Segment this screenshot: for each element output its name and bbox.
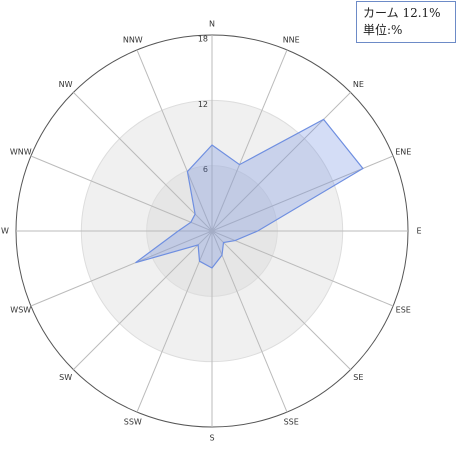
spoke	[211, 230, 394, 307]
spoke	[211, 230, 351, 370]
direction-label: ENE	[395, 147, 411, 156]
direction-label: N	[209, 20, 215, 29]
r-tick-label: 18	[198, 35, 208, 44]
direction-label: SSW	[124, 418, 142, 427]
direction-label: NE	[353, 80, 364, 89]
direction-label: ESE	[396, 306, 411, 315]
calm-label: カーム 12.1%	[363, 6, 441, 20]
spoke	[30, 155, 213, 232]
spoke	[73, 92, 213, 232]
spoke	[136, 49, 213, 232]
spoke	[73, 230, 213, 370]
direction-label: SSE	[284, 418, 299, 427]
direction-label: SE	[353, 373, 363, 382]
direction-label: S	[209, 434, 214, 443]
direction-label: NW	[59, 80, 73, 89]
direction-label: WNW	[10, 147, 32, 156]
direction-label: NNW	[123, 35, 143, 44]
direction-label: W	[1, 227, 9, 236]
direction-label: SW	[59, 373, 72, 382]
direction-label: WSW	[10, 306, 31, 315]
r-tick-label: 12	[198, 100, 208, 109]
unit-label: 単位:%	[363, 23, 403, 37]
spoke	[211, 230, 288, 413]
spoke	[30, 230, 213, 307]
spoke	[211, 92, 351, 232]
direction-label: NNE	[283, 35, 300, 44]
direction-label: E	[416, 227, 421, 236]
r-tick-label: 6	[203, 165, 208, 174]
spoke	[211, 49, 288, 232]
data-polygon	[135, 118, 364, 269]
legend: カーム 12.1% 単位:%	[356, 1, 456, 43]
